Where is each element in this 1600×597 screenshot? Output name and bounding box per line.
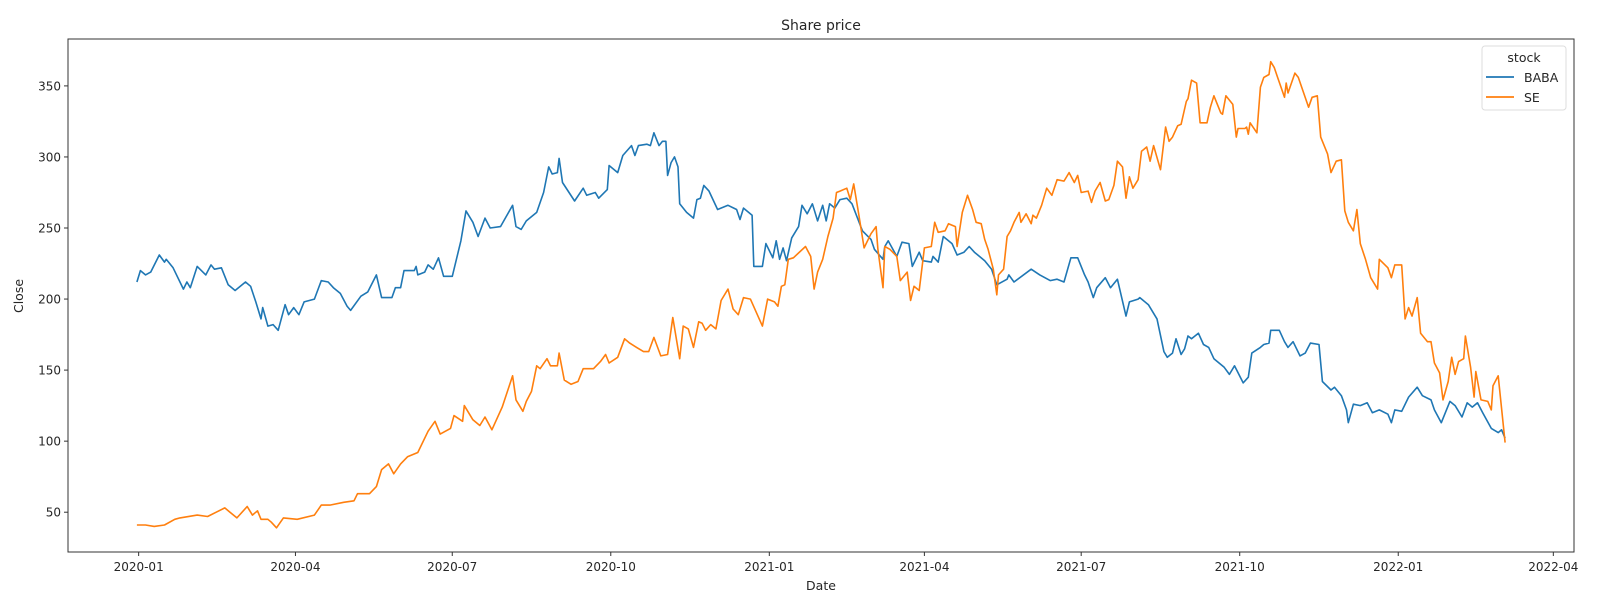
x-tick-label: 2022-04 — [1528, 560, 1578, 574]
legend-title: stock — [1507, 50, 1541, 65]
y-tick-label: 250 — [38, 222, 61, 236]
x-axis-label: Date — [806, 578, 836, 593]
x-axis: 2020-01 2020-04 2020-07 2020-10 2021-01 2021-… — [114, 552, 1578, 574]
legend-label-se: SE — [1524, 90, 1540, 105]
series-layer — [136, 60, 1506, 529]
legend: stock BABA SE — [1481, 45, 1567, 111]
y-tick-label: 100 — [38, 435, 61, 449]
x-tick-label: 2022-01 — [1373, 560, 1423, 574]
x-tick-label: 2020-01 — [114, 560, 164, 574]
y-tick-label: 150 — [38, 364, 61, 378]
plot-frame — [67, 38, 1575, 553]
series-line-baba — [136, 132, 1506, 439]
x-tick-label: 2020-10 — [586, 560, 636, 574]
series-line-se — [136, 60, 1506, 529]
y-tick-label: 350 — [38, 79, 61, 93]
y-tick-label: 300 — [38, 150, 61, 164]
x-tick-label: 2021-10 — [1215, 560, 1265, 574]
chart-title: Share price — [781, 18, 861, 34]
y-tick-label: 200 — [38, 293, 61, 307]
legend-label-baba: BABA — [1524, 70, 1559, 85]
x-tick-label: 2021-01 — [744, 560, 794, 574]
legend-box — [1481, 45, 1567, 111]
y-axis-label: Close — [11, 279, 26, 313]
x-tick-label: 2021-04 — [899, 560, 949, 574]
y-tick-label: 50 — [46, 506, 61, 520]
x-tick-label: 2020-07 — [427, 560, 477, 574]
x-tick-label: 2021-07 — [1056, 560, 1106, 574]
x-tick-label: 2020-04 — [270, 560, 320, 574]
y-axis: 50 100 150 200 250 300 350 — [38, 79, 68, 520]
